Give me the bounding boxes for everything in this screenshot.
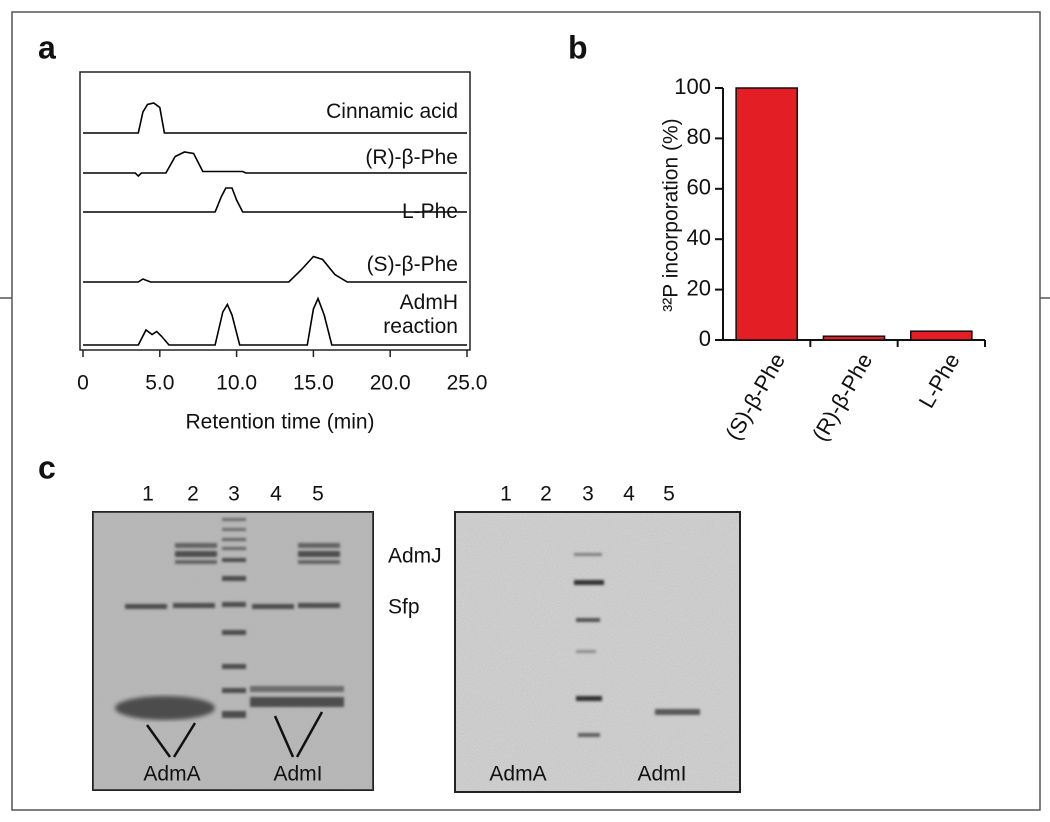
marker-label: AdmJ: [388, 545, 442, 568]
y-axis-title: ³²P incorporation (%): [660, 118, 683, 311]
trace: [83, 255, 467, 283]
lane-label: 5: [663, 483, 675, 506]
trace-label: (R)-β-Phe: [365, 146, 458, 169]
lane-label: 1: [500, 483, 512, 506]
bar: [822, 335, 886, 341]
trace-label: AdmH reaction: [383, 291, 458, 338]
lane-label: 3: [582, 483, 594, 506]
x-tick-label: L-Phe: [914, 349, 965, 412]
lane-label: 4: [623, 483, 635, 506]
panel-letter: a: [38, 29, 56, 65]
x-tick-label: (R)-β-Phe: [807, 349, 877, 446]
y-tick-label: 100: [674, 74, 711, 99]
bar: [910, 330, 973, 341]
figure-frame: [11, 11, 1041, 811]
trace: [83, 102, 467, 134]
bar: [735, 87, 798, 341]
band-label: AdmI: [637, 763, 686, 786]
gel-left: [92, 511, 374, 791]
lane-label: 5: [312, 483, 324, 506]
trace-label: (S)-β-Phe: [366, 253, 458, 276]
y-tick-label: 0: [699, 326, 711, 351]
lane-label: 4: [270, 483, 282, 506]
panel-letter: b: [568, 29, 588, 65]
x-tick-label: 15.0: [293, 372, 334, 395]
x-tick-label: 5.0: [145, 372, 174, 395]
band-label: AdmA: [143, 763, 200, 786]
y-tick-label: 20: [687, 275, 711, 300]
trace: [83, 296, 467, 346]
x-axis-title: Retention time (min): [185, 411, 374, 434]
trace: [83, 187, 467, 213]
gel-right: [454, 511, 741, 793]
x-tick-label: 20.0: [370, 372, 411, 395]
y-tick-label: 80: [687, 124, 711, 149]
lane-label: 2: [187, 483, 199, 506]
gel-background: [455, 512, 740, 792]
marker-label: Sfp: [388, 596, 420, 619]
panel-letter: c: [38, 449, 56, 485]
trace: [83, 151, 467, 178]
band-label: AdmA: [489, 763, 546, 786]
trace-label: Cinnamic acid: [326, 100, 458, 123]
x-tick-label: 10.0: [216, 372, 257, 395]
lane-label: 3: [228, 483, 240, 506]
x-tick-label: 25.0: [447, 372, 488, 395]
y-tick-label: 60: [687, 175, 711, 200]
x-tick-label: (S)-β-Phe: [720, 349, 790, 444]
lane-label: 2: [540, 483, 552, 506]
trace-label: L-Phe: [401, 200, 458, 223]
trace-frame: [79, 71, 471, 351]
lane-label: 1: [142, 483, 154, 506]
band-label: AdmI: [273, 763, 322, 786]
x-tick-label: 0: [77, 372, 89, 395]
y-tick-label: 40: [687, 225, 711, 250]
